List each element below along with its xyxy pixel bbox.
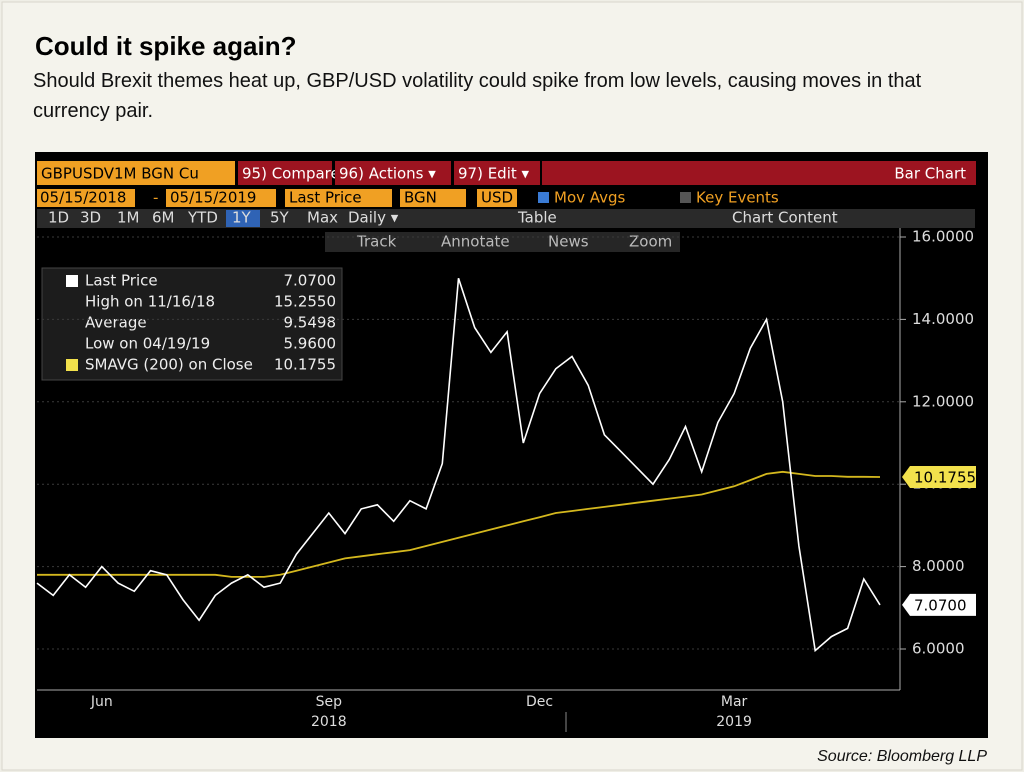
y-tick-label: 12.0000 [912, 392, 974, 410]
period[interactable]: 1M [117, 209, 140, 227]
field[interactable]: Last Price [289, 189, 362, 207]
source: Source: Bloomberg LLP [817, 748, 987, 765]
y-tick-label: 8.0000 [912, 557, 965, 575]
period[interactable]: 1D [48, 209, 69, 227]
legend-label: Low on 04/19/19 [85, 335, 210, 353]
legend-value: 9.5498 [284, 314, 337, 332]
period[interactable]: 1Y [232, 209, 252, 227]
period[interactable]: YTD [187, 209, 218, 227]
chart-kind: Bar Chart [894, 165, 966, 183]
period-bar [37, 209, 975, 228]
legend-value: 15.2550 [274, 293, 336, 311]
source-box[interactable] [400, 189, 466, 207]
tool[interactable]: News [548, 233, 589, 251]
series-line [37, 470, 881, 578]
x-tick-label: Dec [526, 694, 553, 710]
tool[interactable]: Annotate [441, 233, 510, 251]
end-tag [902, 593, 976, 616]
y-tick-label: 6.0000 [912, 640, 965, 658]
legend-label: Last Price [85, 272, 158, 290]
period[interactable]: Max [307, 209, 338, 227]
ticker: GBPUSDV1M BGN Cu [41, 165, 199, 183]
edit[interactable]: 97) Edit ▾ [458, 165, 530, 183]
subtitle-box: Should Brexit themes heat up, GBP/USD vo… [33, 70, 922, 122]
chart-content[interactable]: Chart Content [732, 209, 838, 227]
edit-button[interactable] [454, 161, 540, 185]
x-year-label: 2019 [716, 714, 752, 730]
tool[interactable]: Zoom [629, 233, 672, 251]
key-events[interactable]: Key Events [696, 189, 779, 207]
actions-button[interactable] [335, 161, 451, 185]
field-box[interactable] [285, 189, 392, 207]
legend-swatch [66, 359, 78, 371]
currency[interactable]: USD [481, 189, 513, 207]
mov-avgs[interactable]: Mov Avgs [554, 189, 626, 207]
legend-value: 10.1755 [274, 356, 336, 374]
x-tick-label: Sep [316, 694, 343, 710]
x-year-label: 2018 [311, 714, 347, 730]
legend-label: SMAVG (200) on Close [85, 356, 253, 374]
series-line [36, 277, 881, 653]
y-tick-label: 14.0000 [912, 310, 974, 328]
legend-label: Average [85, 314, 147, 332]
title: Could it spike again? [35, 31, 296, 61]
checkbox[interactable] [680, 192, 691, 203]
currency-box[interactable] [477, 189, 517, 207]
x-tick-label: Jun [90, 694, 113, 710]
tool[interactable]: Track [356, 233, 397, 251]
compare[interactable]: 95) Compare [242, 165, 340, 183]
end-box[interactable] [166, 189, 276, 207]
legend-value: 7.0700 [284, 272, 337, 290]
legend: Last Price 7.0700 High on 11/16/18 15.2550 A… [66, 272, 336, 374]
ticker-box [37, 161, 235, 185]
x-tick-label: Mar [721, 694, 748, 710]
legend-label: High on 11/16/18 [85, 293, 215, 311]
end-label: 10.1755 [914, 468, 976, 486]
checkbox[interactable] [538, 192, 549, 203]
period-active [226, 210, 260, 227]
legend-box [41, 267, 343, 381]
periods: 1D 3D 1M 6M YTD 1Y 5Y Max Daily ▾ [48, 209, 399, 227]
actions[interactable]: 96) Actions ▾ [339, 165, 436, 183]
title-bar [542, 161, 976, 185]
period[interactable]: Daily ▾ [348, 209, 399, 227]
legend-swatch [66, 275, 78, 287]
compare-button[interactable] [238, 161, 332, 185]
end-date[interactable]: 05/15/2019 [170, 189, 256, 207]
start-box[interactable] [37, 189, 135, 207]
subtitle: Should Brexit themes heat up, GBP/USD vo… [33, 70, 922, 122]
dash: - [153, 189, 158, 207]
table[interactable]: Table [517, 209, 557, 227]
end-label: 7.0700 [914, 596, 967, 614]
period[interactable]: 5Y [270, 209, 290, 227]
pricing-source[interactable]: BGN [404, 189, 437, 207]
legend-value: 5.9600 [284, 335, 337, 353]
period[interactable]: 3D [80, 209, 101, 227]
tools: Track Annotate News Zoom [356, 233, 672, 251]
end-tag [902, 465, 976, 488]
period[interactable]: 6M [152, 209, 175, 227]
y-tick-label: 16.0000 [912, 228, 974, 246]
start-date[interactable]: 05/15/2018 [40, 189, 126, 207]
